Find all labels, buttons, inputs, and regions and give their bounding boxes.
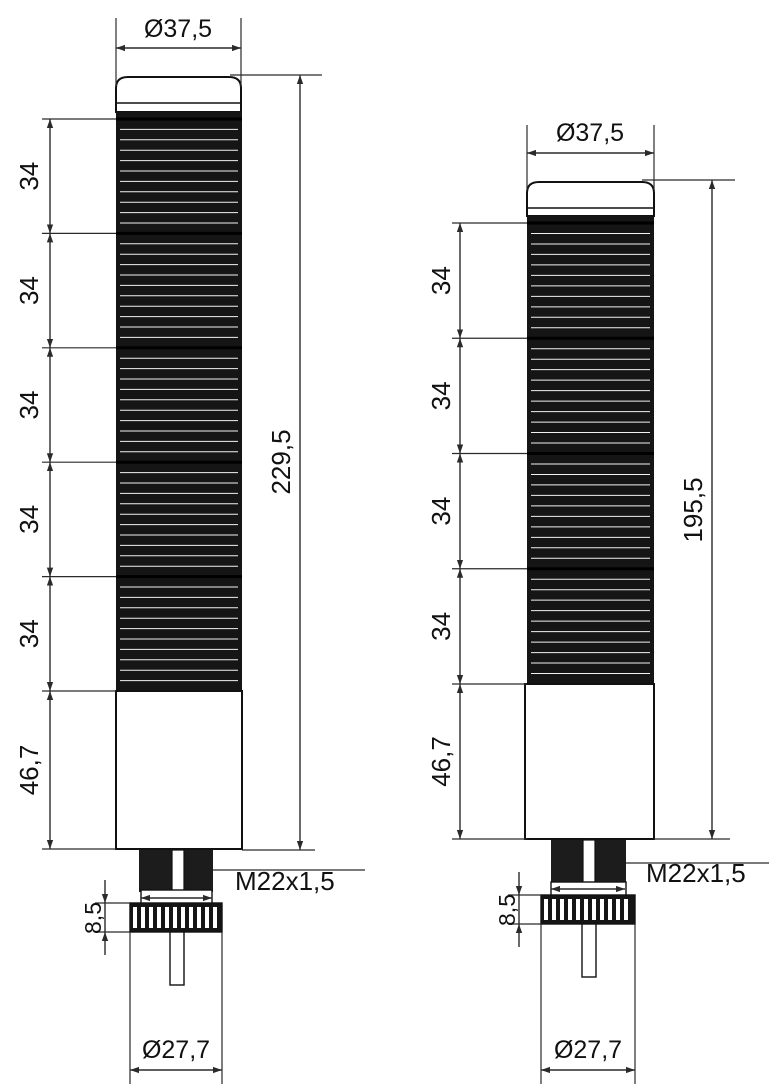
nut-diameter-label: Ø27,7	[142, 1036, 210, 1064]
knurl-tooth	[552, 899, 556, 920]
knurl-tooth	[544, 899, 548, 920]
knurl-tooth	[189, 907, 193, 928]
tier-body	[116, 462, 242, 577]
thread-center	[582, 839, 596, 885]
cap-ring	[116, 112, 242, 119]
knurl-tooth	[592, 899, 596, 920]
knurl-tooth	[616, 899, 620, 920]
tier-body	[527, 568, 654, 684]
tier-height-label: 34	[14, 162, 44, 191]
tier-height-label: 34	[426, 497, 456, 526]
tier-body	[116, 347, 242, 463]
knurl-tooth	[157, 907, 161, 928]
thread-right	[183, 850, 213, 892]
tier-segment	[116, 346, 242, 463]
tier-segment	[527, 452, 654, 569]
shaft	[581, 923, 597, 978]
tier-height-label: 34	[14, 276, 44, 305]
knurl-tooth	[173, 907, 177, 928]
nut-height-label: 8,5	[80, 902, 106, 934]
base-housing	[115, 690, 243, 850]
tier-body	[527, 223, 654, 339]
tier-body	[116, 576, 242, 691]
top-diameter-label: Ø37,5	[556, 119, 624, 147]
total-height-label: 195,5	[678, 477, 708, 542]
knurl-tooth	[568, 899, 572, 920]
nut-diameter-label: Ø27,7	[554, 1036, 622, 1064]
cap-dome	[115, 76, 242, 113]
knurl-tooth	[600, 899, 604, 920]
cap-ring	[527, 216, 654, 223]
washer	[140, 889, 213, 905]
nut-knurling	[133, 907, 217, 928]
shaft	[169, 931, 185, 986]
tier-height-label: 34	[426, 612, 456, 641]
knurl-tooth	[149, 907, 153, 928]
knurl-tooth	[141, 907, 145, 928]
tier-segment	[527, 567, 654, 684]
knurl-tooth	[197, 907, 201, 928]
knurl-tooth	[165, 907, 169, 928]
tier-segments	[527, 221, 654, 684]
tower-4-tier: Ø37,5 195,5 34 34 34 34 46,7 M22x1,5 8,5 Ø27…	[426, 119, 769, 1084]
tier-segments	[116, 117, 242, 691]
tier-height-label: 34	[14, 391, 44, 420]
knurl-tooth	[205, 907, 209, 928]
tier-height-label: 34	[426, 266, 456, 295]
knurl-tooth	[584, 899, 588, 920]
tier-height-label: 34	[14, 505, 44, 534]
tier-body	[527, 453, 654, 569]
cap-dome	[526, 181, 655, 217]
thread-label: M22x1,5	[646, 858, 746, 888]
tower-5-tier: Ø37,5 229,5 34 34 34 34 34 46,7 M22x1,5 8,5 Ø…	[14, 15, 365, 1084]
nut-height-label: 8,5	[494, 894, 520, 926]
top-diameter-label: Ø37,5	[144, 15, 212, 43]
tier-dimension-chain: 34 34 34 34 34 46,7	[14, 118, 116, 850]
thread-right	[594, 840, 626, 884]
knurl-tooth	[213, 907, 217, 928]
tier-segment	[116, 575, 242, 691]
tier-segment	[116, 231, 242, 348]
tier-height-label: 34	[14, 619, 44, 648]
tier-dimension-chain: 34 34 34 34 46,7	[426, 222, 527, 840]
tier-height-label: 34	[426, 381, 456, 410]
knurl-tooth	[624, 899, 628, 920]
nut-knurling	[544, 899, 628, 920]
thread-left	[551, 840, 584, 884]
thread-center	[171, 849, 185, 893]
knurl-tooth	[608, 899, 612, 920]
knurl-tooth	[560, 899, 564, 920]
tier-body	[116, 119, 242, 234]
total-height-label: 229,5	[266, 429, 296, 494]
tier-body	[116, 233, 242, 348]
base-height-label: 46,7	[14, 745, 44, 796]
knurl-tooth	[133, 907, 137, 928]
knurl-tooth	[576, 899, 580, 920]
tier-segment	[116, 460, 242, 577]
tier-segment	[527, 336, 654, 454]
thread-left	[139, 850, 173, 892]
tier-segment	[527, 221, 654, 339]
base-housing	[524, 683, 655, 840]
knurl-tooth	[181, 907, 185, 928]
base-height-label: 46,7	[426, 736, 456, 787]
tier-body	[527, 338, 654, 454]
tier-segment	[116, 117, 242, 234]
thread-label: M22x1,5	[235, 866, 335, 896]
